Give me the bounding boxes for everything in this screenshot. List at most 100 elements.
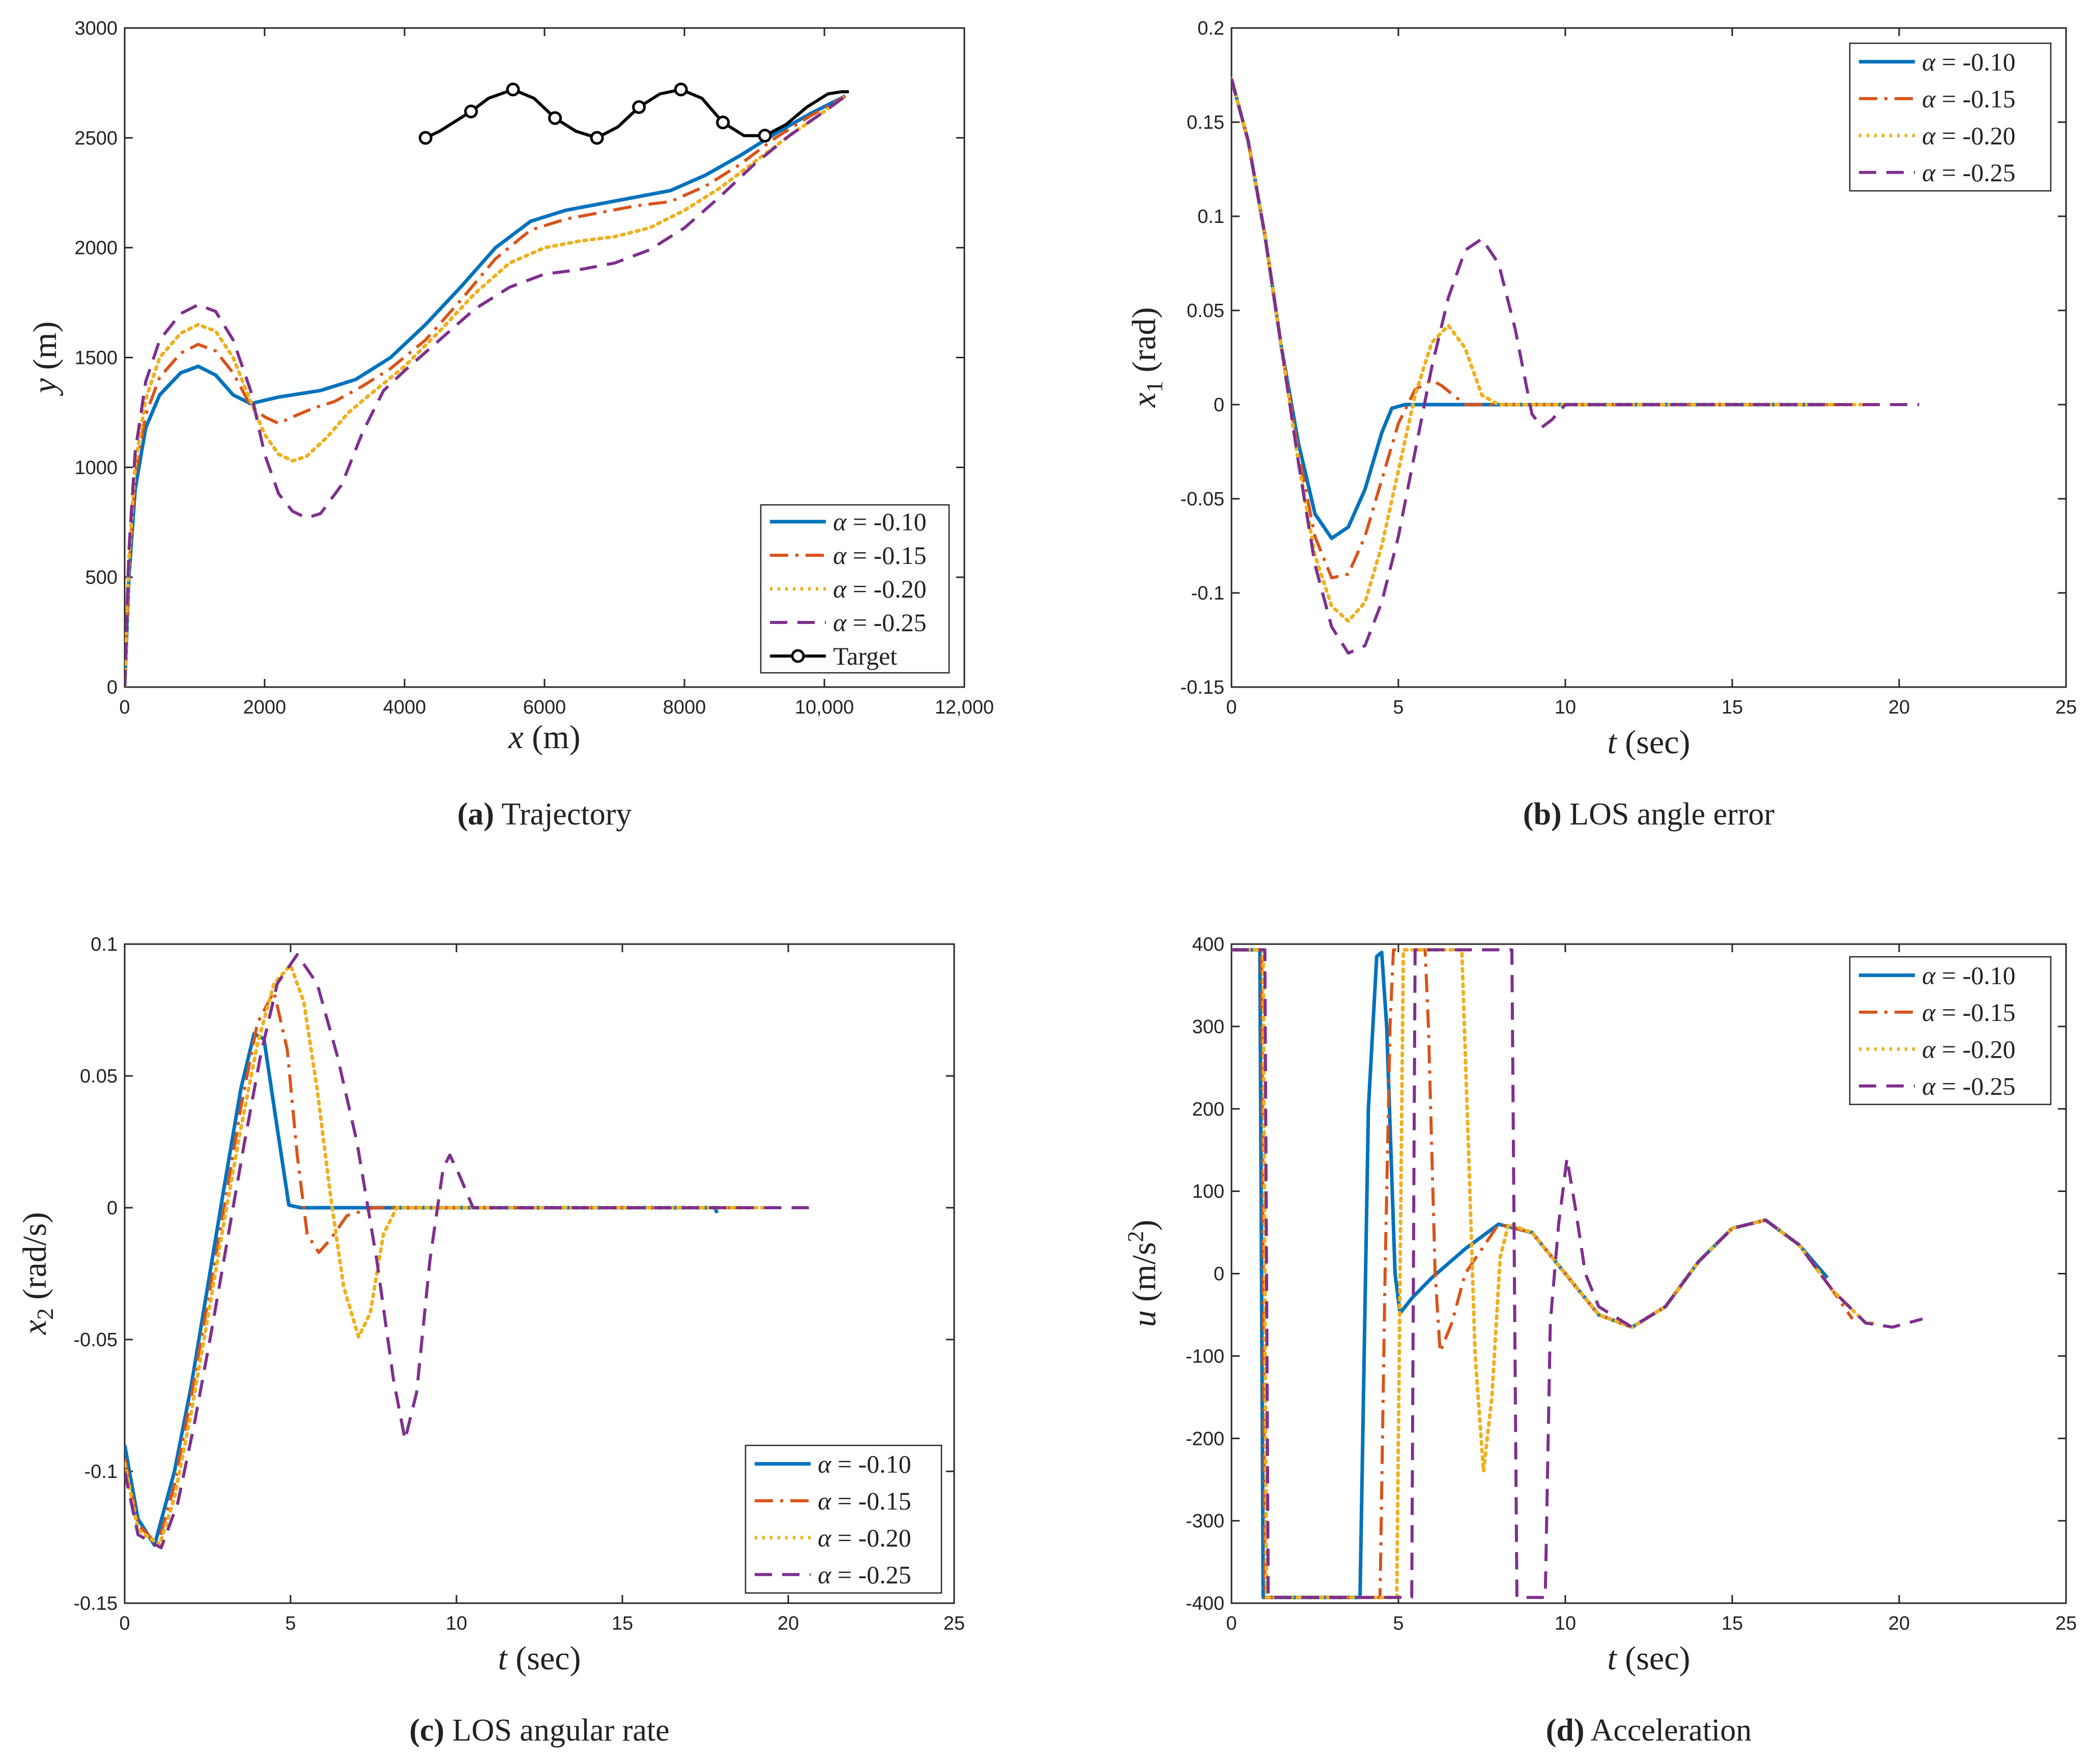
legend-label-1: α = -0.10 xyxy=(1922,47,2016,76)
y-tick-label: 0 xyxy=(107,677,118,698)
y-tick-label: 400 xyxy=(1192,934,1224,955)
panel-c: 0 5 10 15 20 25 -0.15 -0.1 -0.05 0 0.05 0.1 α = -0.… xyxy=(16,934,965,1748)
legend-marker xyxy=(791,649,805,663)
ylabel-c: x2 (rad/s) xyxy=(16,1212,58,1335)
y-tick-label: -100 xyxy=(1186,1346,1224,1367)
series-line-1 xyxy=(125,94,846,687)
y-tick-label: 1000 xyxy=(74,457,118,478)
x-tick-label: 10 xyxy=(446,1613,467,1634)
legend-box xyxy=(744,1444,942,1594)
x-tick-label: 10,000 xyxy=(795,697,854,718)
x-tick-label: 0 xyxy=(119,1613,130,1634)
series-line-3 xyxy=(1231,948,1878,1600)
ticks-b: 0 5 10 15 20 25 -0.15 -0.1 -0.05 0 0.05 0.1 0.15 0.2 xyxy=(1180,18,2077,718)
legend-box xyxy=(760,504,950,674)
target-marker xyxy=(506,82,520,97)
x-tick-label: 10 xyxy=(1555,1613,1576,1634)
y-tick-label: 3000 xyxy=(74,18,118,39)
y-tick-label: 0.15 xyxy=(1187,112,1224,133)
series-c xyxy=(125,953,812,1550)
ticks-c: 0 5 10 15 20 25 -0.15 -0.1 -0.05 0 0.05 0.1 xyxy=(73,934,965,1634)
xlabel-c: t (sec) xyxy=(498,1640,581,1677)
target-marker xyxy=(632,100,646,114)
y-tick-label: -0.1 xyxy=(84,1461,118,1483)
legend-label-2: α = -0.15 xyxy=(1922,84,2016,113)
legend-label-1: α = -0.10 xyxy=(1922,961,2016,989)
x-tick-label: 20 xyxy=(1888,1613,1910,1634)
y-tick-label: -300 xyxy=(1186,1511,1224,1532)
x-tick-label: 5 xyxy=(285,1613,296,1634)
legend-label-3: α = -0.20 xyxy=(833,575,927,603)
legend-label-4: α = -0.25 xyxy=(1922,158,2016,187)
ylabel-b: x1 (rad) xyxy=(1126,307,1167,408)
y-tick-label: 0 xyxy=(107,1198,118,1219)
series-line-4 xyxy=(125,953,812,1550)
y-tick-label: 0.05 xyxy=(80,1066,118,1087)
y-tick-label: -0.15 xyxy=(1180,677,1224,698)
series-line-4 xyxy=(1231,948,1923,1599)
legend-label-2: α = -0.15 xyxy=(1922,998,2016,1027)
x-tick-label: 5 xyxy=(1393,1613,1403,1634)
caption-d: (d) Acceleration xyxy=(1546,1713,1752,1748)
series-line-3 xyxy=(125,963,767,1547)
legend-label-4: α = -0.25 xyxy=(1922,1072,2016,1100)
target-marker xyxy=(674,82,688,97)
caption-c: (c) LOS angular rate xyxy=(409,1713,669,1748)
y-tick-label: 0 xyxy=(1214,394,1224,416)
legend-label-3: α = -0.20 xyxy=(1922,1035,2016,1063)
x-tick-label: 25 xyxy=(943,1613,965,1634)
ylabel-a: y (m) xyxy=(26,321,64,396)
x-tick-label: 5 xyxy=(1393,697,1403,718)
ticks-d: 0 5 10 15 20 25 -400 -300 -200 -100 0 100 200 300 400 xyxy=(1186,934,2077,1634)
legend-label-1: α = -0.10 xyxy=(833,507,927,536)
x-tick-label: 15 xyxy=(1722,697,1743,718)
x-tick-label: 0 xyxy=(119,697,130,718)
x-tick-label: 8000 xyxy=(663,697,706,718)
caption-b: (b) LOS angle error xyxy=(1523,797,1774,832)
y-tick-label: 200 xyxy=(1192,1099,1224,1120)
target-marker xyxy=(548,111,562,125)
series-line-4 xyxy=(125,95,847,687)
y-tick-label: 300 xyxy=(1192,1016,1224,1038)
x-tick-label: 15 xyxy=(612,1613,633,1634)
legend-label-2: α = -0.15 xyxy=(818,1487,911,1515)
x-tick-label: 6000 xyxy=(523,697,566,718)
x-tick-label: 0 xyxy=(1226,697,1237,718)
ylabel-d: u (m/s2) xyxy=(1123,1220,1163,1327)
target-marker xyxy=(464,104,478,119)
y-tick-label: 0.1 xyxy=(1197,206,1224,227)
y-tick-label: 100 xyxy=(1192,1181,1224,1203)
y-tick-label: 2000 xyxy=(74,238,118,259)
x-tick-label: 12,000 xyxy=(935,697,994,718)
legend-a: α = -0.10 α = -0.15 α = -0.20 α = -0.25 Targ… xyxy=(760,504,950,674)
x-tick-label: 25 xyxy=(2055,697,2077,718)
legend-label-4: α = -0.25 xyxy=(818,1560,911,1589)
legend-label-3: α = -0.20 xyxy=(1922,121,2016,150)
series-line-3 xyxy=(1231,77,1878,623)
series-line-4 xyxy=(1231,78,1919,655)
xlabel-d: t (sec) xyxy=(1607,1640,1690,1677)
xlabel-b: t (sec) xyxy=(1607,724,1690,761)
target-marker xyxy=(716,116,730,130)
x-tick-label: 20 xyxy=(778,1613,799,1634)
legend-d: α = -0.10 α = -0.15 α = -0.20 α = -0.25 xyxy=(1849,956,2052,1105)
panel-d: 0 5 10 15 20 25-400-300-200-1000100200300400 … xyxy=(1123,934,2077,1748)
legend-box xyxy=(1849,956,2052,1105)
legend-b: α = -0.10 α = -0.15 α = -0.20 α = -0.25 xyxy=(1849,42,2052,192)
legend-label-5: Target xyxy=(833,642,897,670)
y-tick-label: -0.15 xyxy=(73,1593,118,1614)
series-a xyxy=(125,82,849,687)
y-tick-label: -200 xyxy=(1186,1428,1224,1449)
series-line-2 xyxy=(125,95,846,687)
legend-label-2: α = -0.15 xyxy=(833,541,927,570)
y-tick-label: 0 xyxy=(1214,1264,1224,1285)
legend-label-1: α = -0.10 xyxy=(818,1449,911,1478)
y-tick-label: 0.1 xyxy=(91,934,118,955)
x-tick-label: 10 xyxy=(1555,697,1576,718)
y-tick-label: 500 xyxy=(85,567,118,588)
x-tick-label: 20 xyxy=(1888,697,1910,718)
series-line-3 xyxy=(125,94,847,687)
x-tick-label: 2000 xyxy=(243,697,286,718)
y-tick-label: -0.05 xyxy=(73,1329,118,1351)
